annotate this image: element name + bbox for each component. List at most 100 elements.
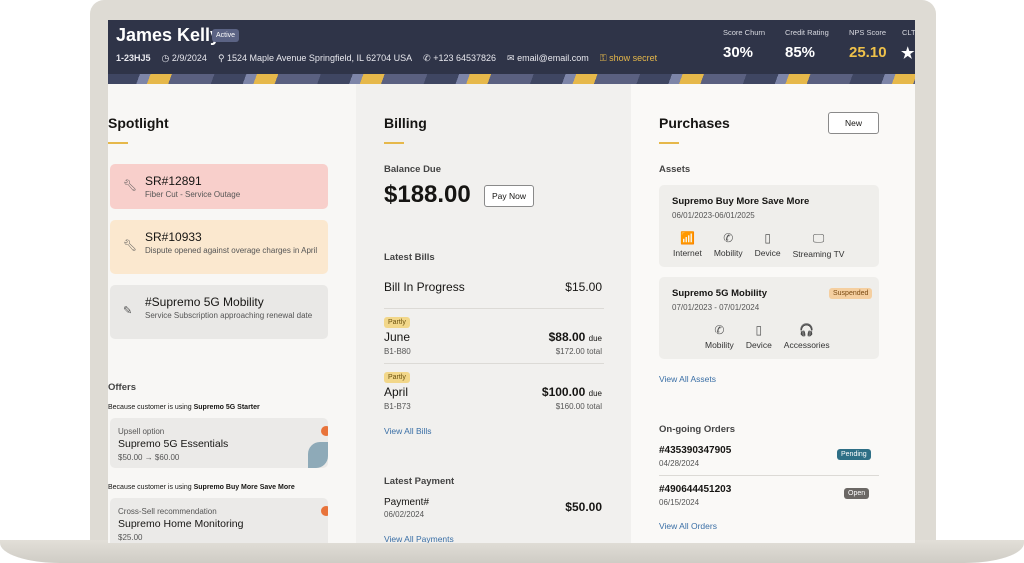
phone-icon: ✆ xyxy=(423,53,434,63)
divider xyxy=(659,475,879,476)
service-streaming-tv[interactable]: 🖵 Streaming TV xyxy=(792,231,845,259)
service-mobility[interactable]: ✆ Mobility xyxy=(713,231,743,258)
service-device[interactable]: ▯ Device xyxy=(754,231,781,258)
assets-label: Assets xyxy=(659,164,691,175)
status-badge: Active xyxy=(212,29,240,42)
title-underline xyxy=(659,142,679,144)
asset-card[interactable]: Supremo 5G Mobility 07/01/2023 - 07/01/2… xyxy=(659,277,879,359)
wifi-icon: 📶 xyxy=(679,231,695,245)
view-all-orders-link[interactable]: View All Orders xyxy=(659,521,717,531)
wrench-icon: 🔧︎ xyxy=(123,180,137,192)
purchases-panel: Purchases New Assets Supremo Buy More Sa… xyxy=(631,84,915,543)
asset-name: Supremo Buy More Save More xyxy=(672,196,810,207)
divider xyxy=(384,308,604,309)
offer-price: $50.00 → $60.00 xyxy=(118,453,180,462)
offer-reason: Because customer is using Supremo Buy Mo… xyxy=(108,484,295,491)
order-date: 06/15/2024 xyxy=(659,498,700,507)
bill-name: Bill In Progress xyxy=(384,280,465,294)
item-title: #Supremo 5G Mobility xyxy=(145,295,264,309)
pay-now-button[interactable]: Pay Now xyxy=(484,185,534,207)
bill-total: $160.00 total xyxy=(555,402,602,411)
screen: James Kelly Active 1-23HJ5 ◷ 2/9/2024 ⚲ … xyxy=(108,20,915,543)
headphones-icon: 🎧 xyxy=(799,323,815,337)
wrench-icon: 🔧︎ xyxy=(123,240,137,252)
offer-name: Supremo Home Monitoring xyxy=(118,518,244,530)
asset-card[interactable]: Supremo Buy More Save More 06/01/2023-06… xyxy=(659,185,879,267)
bill-name: April xyxy=(384,385,409,399)
payment-label: Payment# xyxy=(384,497,430,508)
order-id[interactable]: #435390347905 xyxy=(659,445,732,456)
spotlight-item[interactable]: 🔧︎ SR#10933 Dispute opened against overa… xyxy=(110,220,328,274)
new-button[interactable]: New xyxy=(828,112,879,134)
orders-label: On-going Orders xyxy=(659,424,735,435)
service-internet[interactable]: 📶 Internet xyxy=(673,231,702,258)
customer-meta: 1-23HJ5 ◷ 2/9/2024 ⚲ 1524 Maple Avenue S… xyxy=(116,53,657,64)
decorative-banner xyxy=(108,74,915,84)
divider xyxy=(384,363,604,364)
phone-icon: ✆ xyxy=(714,323,725,337)
kpi-score-churn: 30% xyxy=(723,44,754,61)
email: ✉ email@email.com xyxy=(507,53,589,63)
asset-dates: 06/01/2023-06/01/2025 xyxy=(672,211,755,220)
kpi-nps-score: 25.10 xyxy=(849,44,887,61)
payment-date: 06/02/2024 xyxy=(384,510,425,519)
service-device[interactable]: ▯ Device xyxy=(745,323,772,350)
clock-icon: ◷ xyxy=(161,53,172,63)
offers-title: Offers xyxy=(108,382,136,393)
spotlight-item[interactable]: 🔧︎ SR#12891 Fiber Cut - Service Outage xyxy=(110,164,328,209)
tablet-icon: ▯ xyxy=(755,323,763,337)
kpi-label: Score Churn xyxy=(723,28,766,37)
title-underline xyxy=(384,142,404,144)
service-mobility[interactable]: ✆ Mobility xyxy=(705,323,734,350)
item-desc: Dispute opened against overage charges i… xyxy=(145,246,318,255)
document-edit-icon: ✎ xyxy=(123,305,133,317)
decorative-leaf xyxy=(308,442,328,468)
view-all-payments-link[interactable]: View All Payments xyxy=(384,534,454,543)
bill-due: $88.00 due xyxy=(548,330,602,344)
date: ◷ 2/9/2024 xyxy=(161,53,207,63)
offer-card[interactable]: Upsell option Supremo 5G Essentials $50.… xyxy=(110,418,328,468)
asset-status-badge: Suspended xyxy=(829,288,873,299)
view-all-bills-link[interactable]: View All Bills xyxy=(384,426,432,436)
bill-name: June xyxy=(384,330,411,344)
spotlight-item[interactable]: ✎ #Supremo 5G Mobility Service Subscript… xyxy=(110,285,328,339)
bill-total: $172.00 total xyxy=(555,347,602,356)
title-underline xyxy=(108,142,128,144)
payment-amount: $50.00 xyxy=(565,500,602,514)
customer-header: James Kelly Active 1-23HJ5 ◷ 2/9/2024 ⚲ … xyxy=(108,20,915,84)
phone-icon: ✆ xyxy=(723,231,734,245)
bill-code: B1-B80 xyxy=(384,347,411,356)
phone: ✆ +123 64537826 xyxy=(423,53,497,63)
service-accessories[interactable]: 🎧 Accessories xyxy=(783,323,830,350)
balance-label: Balance Due xyxy=(384,164,442,175)
customer-id: 1-23HJ5 xyxy=(116,53,151,63)
item-title: SR#12891 xyxy=(145,174,202,188)
view-all-assets-link[interactable]: View All Assets xyxy=(659,374,717,384)
star-icon: ★ xyxy=(901,45,915,62)
item-desc: Service Subscription approaching renewal… xyxy=(145,311,313,320)
spotlight-title: Spotlight xyxy=(108,115,169,131)
offer-type: Cross-Sell recommendation xyxy=(118,507,217,516)
item-desc: Fiber Cut - Service Outage xyxy=(145,190,241,199)
order-id[interactable]: #490644451203 xyxy=(659,484,732,495)
offer-price: $25.00 xyxy=(118,533,143,542)
order-status-badge: Open xyxy=(844,488,870,499)
bill-code: B1-B73 xyxy=(384,402,411,411)
device-base xyxy=(0,540,1024,563)
latest-payment-label: Latest Payment xyxy=(384,476,455,487)
asset-name: Supremo 5G Mobility xyxy=(672,288,768,299)
mail-icon: ✉ xyxy=(507,53,518,63)
show-secret-link[interactable]: ⚿ show secret xyxy=(599,53,658,63)
location-icon: ⚲ xyxy=(217,53,228,63)
order-status-badge: Pending xyxy=(837,449,871,460)
billing-panel: Billing Balance Due $188.00 Pay Now Late… xyxy=(356,84,631,543)
offer-reason: Because customer is using Supremo 5G Sta… xyxy=(108,404,260,411)
kpi-label: Credit Rating xyxy=(785,28,829,37)
offer-card[interactable]: Cross-Sell recommendation Supremo Home M… xyxy=(110,498,328,543)
address: ⚲ 1524 Maple Avenue Springfield, IL 6270… xyxy=(217,53,413,63)
latest-bills-label: Latest Bills xyxy=(384,252,435,263)
kpi-label: NPS Score xyxy=(849,28,887,37)
kpi-label: CLT xyxy=(902,28,915,37)
spotlight-panel: Spotlight 🔧︎ SR#12891 Fiber Cut - Servic… xyxy=(108,84,356,543)
offer-type: Upsell option xyxy=(118,427,165,436)
